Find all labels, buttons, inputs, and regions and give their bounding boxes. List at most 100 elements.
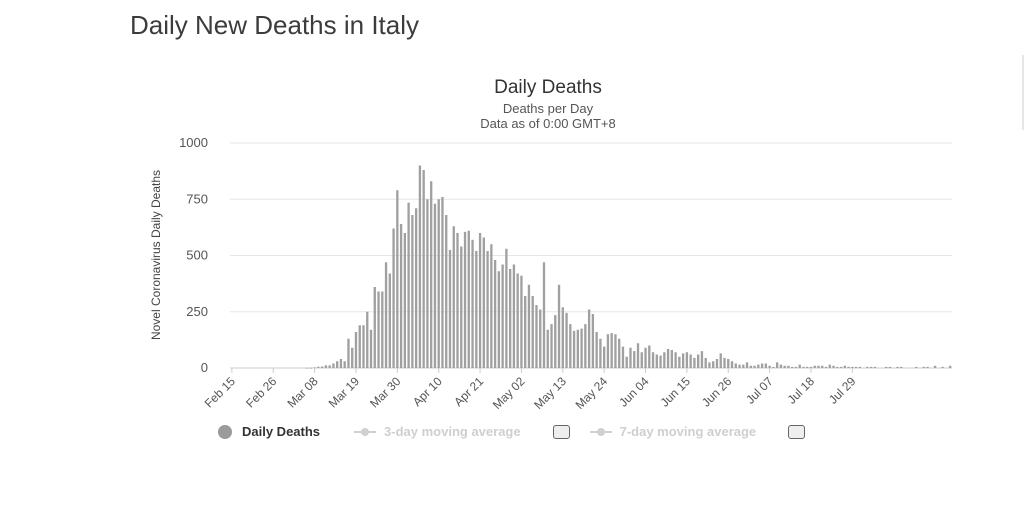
bar[interactable] bbox=[832, 365, 835, 368]
bar[interactable] bbox=[636, 343, 640, 368]
bar[interactable] bbox=[730, 361, 734, 368]
bar[interactable] bbox=[467, 230, 470, 368]
bar[interactable] bbox=[663, 352, 666, 368]
bar[interactable] bbox=[354, 332, 358, 368]
bar[interactable] bbox=[565, 312, 568, 369]
bar[interactable] bbox=[358, 325, 361, 368]
bar[interactable] bbox=[806, 366, 809, 369]
bar[interactable] bbox=[764, 363, 768, 369]
toggle-3day-checkbox[interactable] bbox=[552, 424, 570, 439]
bar[interactable] bbox=[745, 362, 749, 369]
bar[interactable] bbox=[629, 347, 632, 368]
bar[interactable] bbox=[715, 359, 719, 368]
bar[interactable] bbox=[572, 330, 576, 369]
bar[interactable] bbox=[516, 273, 519, 369]
bar[interactable] bbox=[369, 329, 373, 368]
bar[interactable] bbox=[644, 347, 647, 368]
bar[interactable] bbox=[618, 338, 621, 368]
bar[interactable] bbox=[305, 367, 309, 369]
bar[interactable] bbox=[610, 333, 613, 369]
bar[interactable] bbox=[460, 246, 463, 369]
bar[interactable] bbox=[448, 249, 452, 369]
bar[interactable] bbox=[414, 208, 418, 368]
bar[interactable] bbox=[670, 350, 674, 368]
bar[interactable] bbox=[708, 362, 711, 369]
bar[interactable] bbox=[888, 366, 892, 369]
bar[interactable] bbox=[791, 366, 794, 369]
bar[interactable] bbox=[847, 366, 850, 369]
bar[interactable] bbox=[869, 366, 873, 369]
bar[interactable] bbox=[437, 199, 440, 368]
bar[interactable] bbox=[821, 365, 824, 368]
bar[interactable] bbox=[873, 366, 877, 369]
bar[interactable] bbox=[512, 264, 516, 369]
bar[interactable] bbox=[497, 271, 501, 368]
bar[interactable] bbox=[561, 307, 564, 368]
bar[interactable] bbox=[569, 324, 572, 369]
bar[interactable] bbox=[712, 361, 715, 368]
bar[interactable] bbox=[546, 329, 549, 368]
bar[interactable] bbox=[490, 244, 493, 368]
bar[interactable] bbox=[535, 305, 538, 368]
bar[interactable] bbox=[591, 314, 595, 368]
bar[interactable] bbox=[493, 260, 497, 368]
bar[interactable] bbox=[542, 262, 546, 368]
bar[interactable] bbox=[794, 366, 798, 369]
bar[interactable] bbox=[320, 366, 324, 368]
bar[interactable] bbox=[317, 366, 320, 368]
bar[interactable] bbox=[595, 332, 598, 368]
bar[interactable] bbox=[678, 356, 681, 368]
bar[interactable] bbox=[753, 365, 756, 368]
bar[interactable] bbox=[324, 365, 328, 368]
bar[interactable] bbox=[885, 366, 888, 369]
bar[interactable] bbox=[388, 273, 391, 369]
bar[interactable] bbox=[418, 165, 422, 369]
bar[interactable] bbox=[738, 364, 741, 369]
bar[interactable] bbox=[828, 364, 831, 369]
bar[interactable] bbox=[768, 365, 771, 368]
bar[interactable] bbox=[900, 366, 903, 369]
bar[interactable] bbox=[366, 311, 369, 368]
bar[interactable] bbox=[606, 334, 610, 368]
bar[interactable] bbox=[339, 359, 343, 368]
bar[interactable] bbox=[742, 364, 745, 369]
toggle-7day-checkbox[interactable] bbox=[788, 424, 806, 439]
bar[interactable] bbox=[576, 329, 579, 368]
bar[interactable] bbox=[584, 324, 587, 369]
bar[interactable] bbox=[779, 364, 783, 369]
bar[interactable] bbox=[313, 367, 316, 369]
bar[interactable] bbox=[655, 354, 658, 369]
bar[interactable] bbox=[587, 309, 591, 369]
bar[interactable] bbox=[463, 231, 467, 369]
bar[interactable] bbox=[948, 365, 952, 368]
bar[interactable] bbox=[689, 354, 692, 369]
bar[interactable] bbox=[760, 363, 764, 369]
bar[interactable] bbox=[836, 366, 839, 369]
bar[interactable] bbox=[787, 365, 790, 368]
bar[interactable] bbox=[554, 315, 557, 369]
bar[interactable] bbox=[802, 366, 805, 369]
bar[interactable] bbox=[839, 366, 843, 369]
bar[interactable] bbox=[557, 284, 561, 368]
bar[interactable] bbox=[505, 248, 508, 368]
bar[interactable] bbox=[403, 233, 407, 368]
bar[interactable] bbox=[685, 352, 689, 368]
bar[interactable] bbox=[411, 215, 414, 368]
bar[interactable] bbox=[809, 366, 813, 369]
bar[interactable] bbox=[392, 228, 395, 369]
bar[interactable] bbox=[336, 361, 339, 368]
bar[interactable] bbox=[501, 264, 504, 369]
bar[interactable] bbox=[922, 366, 925, 369]
bar[interactable] bbox=[734, 363, 737, 369]
bar[interactable] bbox=[539, 309, 542, 369]
bar[interactable] bbox=[681, 353, 685, 369]
bar[interactable] bbox=[520, 275, 523, 368]
bar[interactable] bbox=[727, 359, 730, 368]
bar[interactable] bbox=[309, 367, 313, 369]
bar[interactable] bbox=[407, 202, 410, 369]
bar[interactable] bbox=[328, 365, 331, 368]
bar[interactable] bbox=[426, 199, 429, 368]
bar[interactable] bbox=[866, 366, 869, 369]
bar[interactable] bbox=[373, 287, 376, 368]
bar[interactable] bbox=[693, 357, 696, 369]
